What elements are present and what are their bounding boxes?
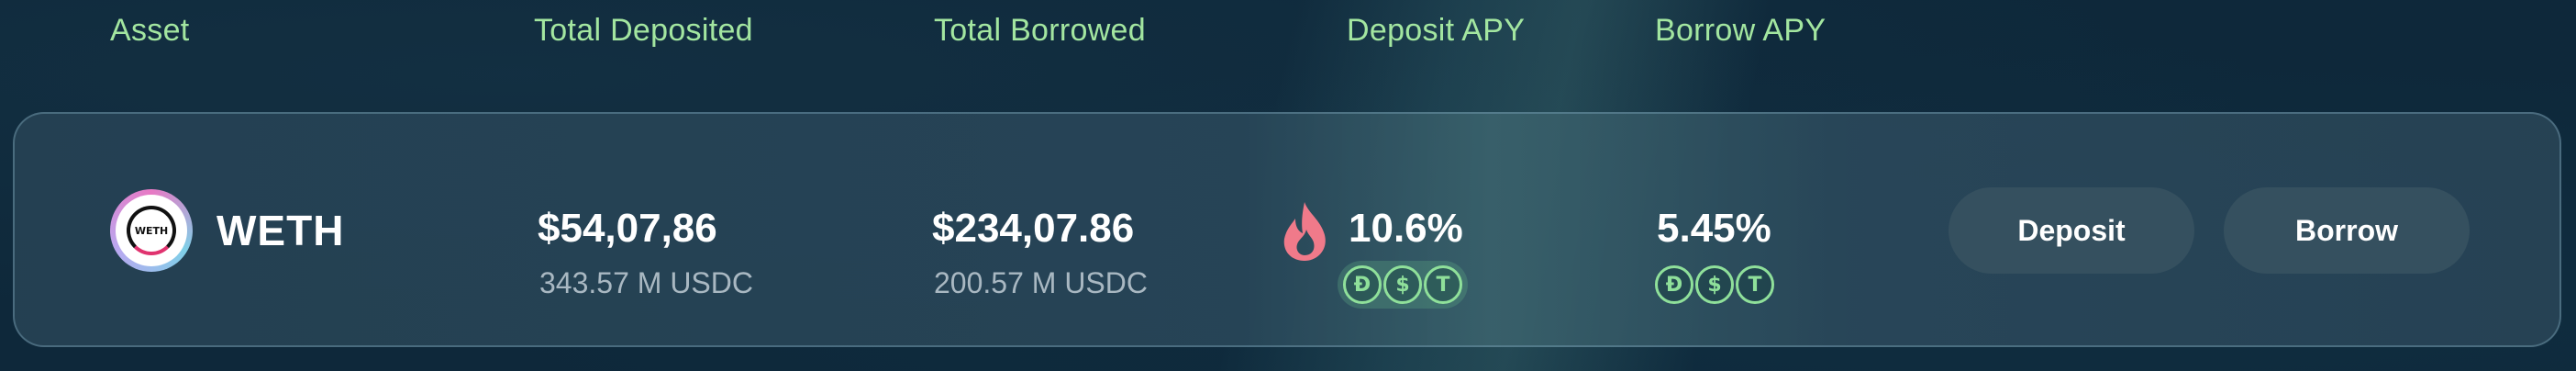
header-total-borrowed: Total Borrowed xyxy=(934,13,1146,48)
asset-name: WETH xyxy=(217,207,345,254)
header-deposit-apy: Deposit APY xyxy=(1347,13,1526,48)
table-header: Asset Total Deposited Total Borrowed Dep… xyxy=(0,0,2576,64)
usdt-coin-icon: T xyxy=(1424,265,1462,304)
total-borrowed-sub: 200.57 M USDC xyxy=(934,266,1148,299)
weth-logo-icon: WETH xyxy=(110,189,193,272)
total-borrowed-value: $234,07.86 xyxy=(932,206,1135,251)
deposit-button[interactable]: Deposit xyxy=(1949,187,2194,274)
borrow-button[interactable]: Borrow xyxy=(2224,187,2470,274)
usdc-coin-icon: $ xyxy=(1695,265,1734,304)
header-borrow-apy: Borrow APY xyxy=(1655,13,1827,48)
usdc-coin-icon: $ xyxy=(1383,265,1422,304)
logo-text: WETH xyxy=(134,224,169,237)
dai-coin-icon: Đ xyxy=(1343,265,1382,304)
total-deposited-value: $54,07,86 xyxy=(538,206,717,251)
deposit-reward-coins: Đ $ T xyxy=(1338,261,1468,309)
flame-icon xyxy=(1283,202,1326,261)
header-total-deposited: Total Deposited xyxy=(534,13,753,48)
borrow-apy-value: 5.45% xyxy=(1657,206,1771,251)
total-deposited-sub: 343.57 M USDC xyxy=(539,266,753,299)
usdt-coin-icon: T xyxy=(1736,265,1774,304)
deposit-apy-value: 10.6% xyxy=(1349,206,1463,251)
dai-coin-icon: Đ xyxy=(1655,265,1693,304)
table-row: WETH WETH $54,07,86 343.57 M USDC $234,0… xyxy=(13,112,2561,347)
header-asset: Asset xyxy=(110,13,190,48)
borrow-reward-coins: Đ $ T xyxy=(1649,261,1780,309)
